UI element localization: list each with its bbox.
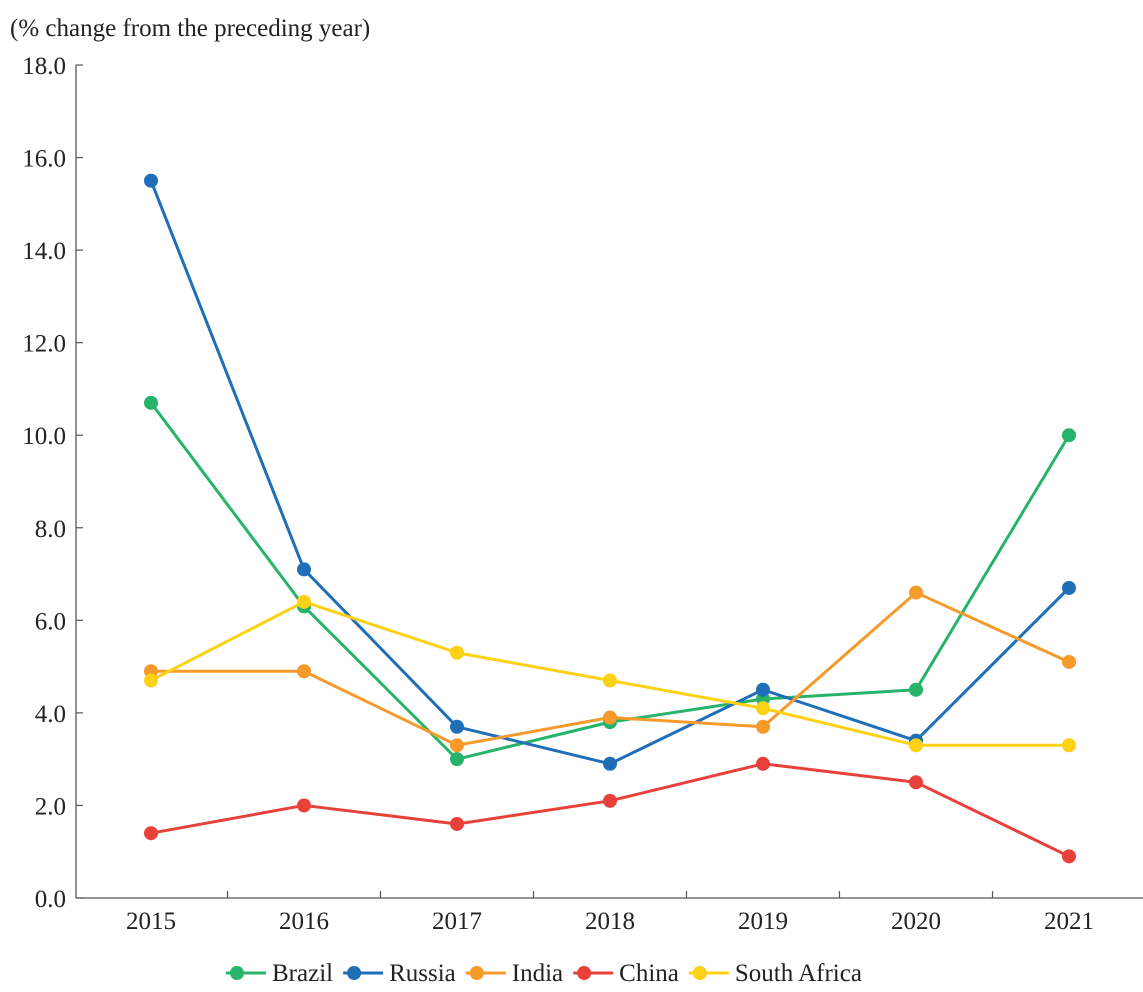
data-point-brazil <box>450 752 464 767</box>
data-point-south-africa <box>603 673 617 688</box>
data-point-india <box>909 585 923 600</box>
series-layer <box>144 173 1076 864</box>
series-line-china <box>150 762 1070 858</box>
x-tick-label: 2017 <box>432 908 482 935</box>
y-tick-label: 2.0 <box>35 793 66 820</box>
legend-item-south-africa: South Africa <box>688 960 862 987</box>
y-tick-label: 18.0 <box>22 53 66 80</box>
legend-item-russia: Russia <box>343 960 456 987</box>
data-point-south-africa <box>1062 738 1076 753</box>
data-point-russia <box>756 682 770 697</box>
data-point-india <box>297 664 311 679</box>
legend-label: China <box>619 960 679 987</box>
legend-item-china: China <box>573 960 679 987</box>
legend-item-brazil: Brazil <box>226 960 333 987</box>
x-tick-label: 2018 <box>585 908 635 935</box>
y-tick-label: 0.0 <box>35 886 66 913</box>
y-tick-label: 16.0 <box>22 146 66 173</box>
data-point-china <box>603 793 617 808</box>
x-tick-label: 2015 <box>126 908 176 935</box>
data-point-south-africa <box>756 701 770 716</box>
legend-swatch-marker <box>230 966 244 980</box>
data-point-brazil <box>909 682 923 697</box>
data-point-south-africa <box>450 645 464 660</box>
y-tick-label: 10.0 <box>22 423 66 450</box>
legend-swatch-marker <box>469 966 484 980</box>
data-point-brazil <box>1062 428 1076 443</box>
data-point-india <box>1062 654 1076 669</box>
y-axis-ticks: 0.0 2.0 4.0 6.0 8.0 10.0 12.0 14.0 16.0 18.0 <box>22 53 83 913</box>
data-point-china <box>756 756 770 771</box>
chart-axes <box>75 65 1143 899</box>
data-point-china <box>450 816 464 831</box>
data-point-russia <box>1062 580 1076 595</box>
data-point-brazil <box>144 395 158 410</box>
x-tick-label: 2020 <box>891 908 941 935</box>
data-point-russia <box>603 756 617 771</box>
y-tick-label: 8.0 <box>35 516 66 543</box>
y-unit-label: (% change from the preceding year) <box>10 15 370 42</box>
x-tick-label: 2021 <box>1044 908 1094 935</box>
legend-label: India <box>512 960 563 987</box>
data-point-china <box>909 775 923 790</box>
data-point-china <box>297 798 311 813</box>
legend-swatch-marker <box>347 966 362 980</box>
x-tick-label: 2016 <box>279 908 329 935</box>
data-point-india <box>756 719 770 734</box>
data-point-india <box>450 738 464 753</box>
legend-swatch-marker <box>577 966 592 980</box>
legend-label: Brazil <box>272 960 333 987</box>
legend-swatch-marker <box>692 966 707 980</box>
data-point-russia <box>144 173 158 188</box>
data-point-russia <box>297 562 311 577</box>
x-tick-label: 2019 <box>738 908 788 935</box>
y-tick-label: 12.0 <box>22 331 66 358</box>
series-india <box>144 585 1076 753</box>
series-line-brazil <box>149 401 1071 761</box>
y-tick-label: 14.0 <box>22 238 66 265</box>
series-china <box>144 756 1076 864</box>
chart-legend: Brazil Russia India China South Africa <box>226 960 862 987</box>
legend-label: South Africa <box>735 960 862 987</box>
legend-label: Russia <box>389 960 456 987</box>
data-point-south-africa <box>297 594 311 609</box>
data-point-china <box>1062 849 1076 864</box>
data-point-south-africa <box>909 738 923 753</box>
x-axis-ticks: 2015 2016 2017 2018 2019 2020 2021 <box>126 891 1094 935</box>
legend-item-india: India <box>465 960 563 987</box>
data-point-russia <box>450 719 464 734</box>
data-point-china <box>144 826 158 841</box>
y-tick-label: 4.0 <box>35 701 66 728</box>
series-south-africa <box>144 594 1076 753</box>
data-point-india <box>603 710 617 725</box>
data-point-south-africa <box>144 673 158 688</box>
y-tick-label: 6.0 <box>35 608 66 635</box>
